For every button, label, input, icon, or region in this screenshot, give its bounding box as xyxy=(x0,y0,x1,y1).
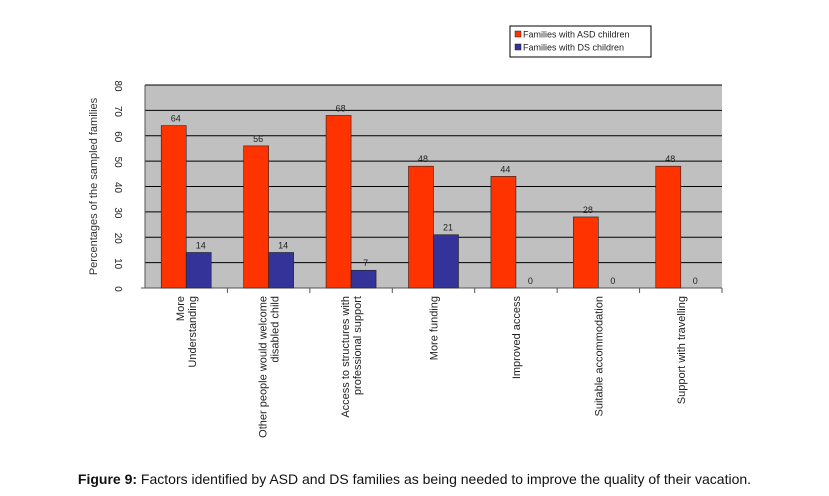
x-category-label: More funding xyxy=(429,296,441,360)
y-tick-label: 0 xyxy=(112,286,123,292)
x-category-label: Access to structures with xyxy=(340,296,352,418)
bar-asd xyxy=(490,176,517,289)
x-category-label: Support with travelling xyxy=(676,296,688,404)
data-label-asd: 44 xyxy=(500,164,510,174)
bar-ds xyxy=(350,269,377,289)
y-tick-label: 70 xyxy=(112,106,123,118)
bar-ds xyxy=(185,252,212,289)
bar-asd xyxy=(573,216,599,289)
data-label-asd: 56 xyxy=(253,134,263,144)
y-tick-label: 60 xyxy=(112,131,123,143)
figure-caption: Figure 9: Factors identified by ASD and … xyxy=(0,471,829,487)
legend-label: Families with DS children xyxy=(523,43,624,53)
bar-asd xyxy=(325,115,352,289)
data-label-asd: 64 xyxy=(171,114,181,124)
x-category-label: Understanding xyxy=(187,296,199,368)
legend-swatch xyxy=(514,43,522,51)
bar-asd xyxy=(655,165,682,289)
bar-asd xyxy=(408,165,434,289)
bar-ds xyxy=(268,252,294,289)
bar-ds xyxy=(433,234,459,289)
y-tick-label: 40 xyxy=(112,182,123,194)
y-tick-label: 10 xyxy=(112,258,123,270)
y-tick-label: 20 xyxy=(112,233,123,245)
x-category-label: Other people would welcome xyxy=(258,296,270,438)
x-category-label: Suitable accommodation xyxy=(593,296,605,416)
bar-chart: 0 10 20 30 40 50 60 70 80 Percentages of the samp… xyxy=(88,25,723,438)
legend-swatch xyxy=(514,30,522,38)
data-label-ds: 14 xyxy=(196,240,206,250)
y-axis-title: Percentages of the sampled families xyxy=(88,97,100,275)
x-category-label: Improved access xyxy=(511,296,523,380)
data-label-ds: 7 xyxy=(363,258,368,268)
x-category-label: disabled child xyxy=(270,296,282,363)
data-label-ds: 0 xyxy=(693,276,698,286)
y-tick-label: 30 xyxy=(112,207,123,219)
data-label-ds: 0 xyxy=(610,276,615,286)
legend-label: Families with ASD children xyxy=(523,30,630,40)
data-label-asd: 48 xyxy=(665,154,675,164)
legend-box xyxy=(509,25,652,58)
x-category-label: professional support xyxy=(352,296,364,395)
x-category-label: More xyxy=(175,296,187,321)
bar-asd xyxy=(160,125,187,289)
data-label-asd: 68 xyxy=(336,103,346,113)
caption-label: Figure 9: xyxy=(77,471,138,487)
data-label-ds: 0 xyxy=(528,276,533,286)
y-tick-label: 80 xyxy=(112,80,123,92)
bar-asd xyxy=(243,145,269,289)
data-label-ds: 14 xyxy=(278,240,288,250)
data-label-asd: 28 xyxy=(583,205,593,215)
data-label-ds: 21 xyxy=(443,223,453,233)
data-label-asd: 48 xyxy=(418,154,428,164)
y-tick-label: 50 xyxy=(112,157,123,169)
caption-text: Factors identified by ASD and DS familie… xyxy=(137,471,752,487)
